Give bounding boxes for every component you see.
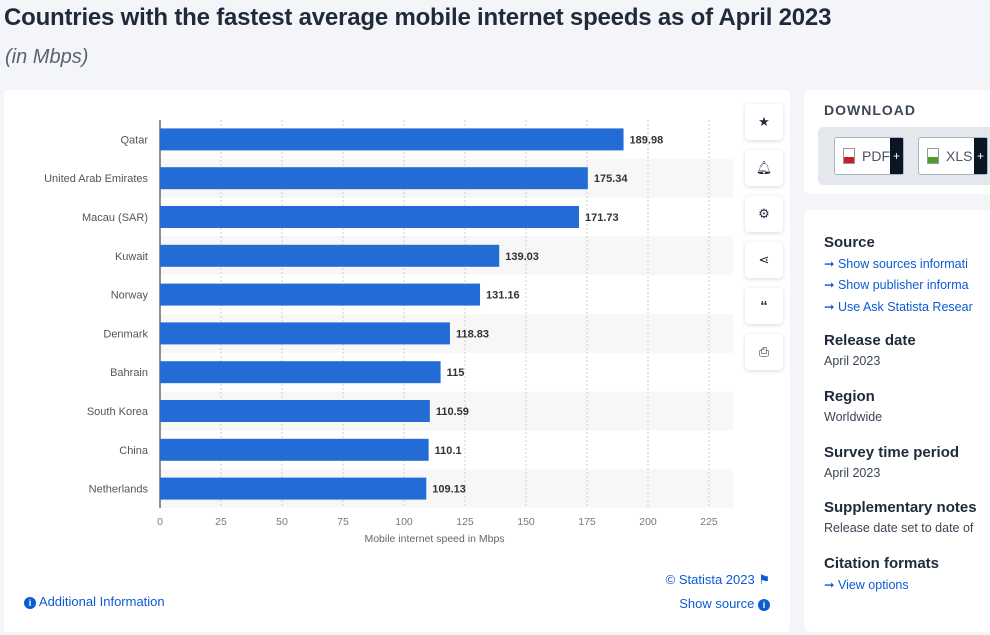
download-pdf-button[interactable]: PDF + [834,137,904,175]
release-date-value: April 2023 [824,354,881,368]
category-label: United Arab Emirates [44,173,148,185]
view-options-link[interactable]: ➞ View options [824,578,909,592]
x-tick-label: 50 [276,516,288,528]
x-tick-label: 125 [456,516,474,528]
x-axis-title: Mobile internet speed in Mbps [364,533,504,545]
download-xls-button[interactable]: XLS + [918,137,988,175]
x-tick-label: 200 [639,516,657,528]
x-tick-label: 0 [157,516,163,528]
link-label: Use Ask Statista Resear [837,300,973,314]
ask-statista-link[interactable]: ➞ Use Ask Statista Resear [824,300,973,314]
link-label: Show publisher informa [837,278,969,292]
x-tick-label: 25 [215,516,227,528]
flag-icon: ⚑ [758,572,770,587]
xls-label: XLS [946,148,973,164]
bar [160,477,427,500]
bar-chart: 0 25 50 75 100 125 150 175 200 225 Qatar 189.98 Unit… [44,120,733,545]
notification-button[interactable]: 🔔︎ [745,150,783,186]
print-icon: ⎙ [758,344,770,359]
category-label: China [119,445,149,457]
pdf-file-icon [843,148,855,164]
copyright-text: © Statista 2023 [665,572,755,587]
show-publisher-link[interactable]: ➞ Show publisher informa [824,278,969,292]
data-label: 110.59 [436,406,469,418]
download-title: DOWNLOAD [824,102,916,118]
data-label: 189.98 [630,134,664,146]
bar [160,283,481,306]
cite-button[interactable]: “ [745,288,783,324]
page-title: Countries with the fastest average mobil… [4,4,832,31]
bar [160,438,429,461]
citation-formats-heading: Citation formats [824,555,940,572]
bar [160,244,500,267]
bell-icon: 🔔︎ [755,160,773,175]
supplementary-notes-value: Release date set to date of [824,521,974,535]
share-icon: ⋖ [758,252,770,267]
x-tick-label: 175 [578,516,596,528]
plus-icon: + [890,138,903,174]
show-sources-link[interactable]: ➞ Show sources informati [824,257,968,271]
plus-icon: + [974,138,987,174]
release-date-heading: Release date [824,332,916,349]
download-buttons: PDF + XLS + [818,127,990,185]
x-tick-label: 150 [517,516,535,528]
category-label: Netherlands [89,484,149,496]
show-source-label: Show source [679,596,755,611]
star-icon: ★ [758,114,770,129]
category-label: Bahrain [110,367,148,379]
region-value: Worldwide [824,410,883,424]
category-label: South Korea [87,406,149,418]
link-label: Show sources informati [837,257,968,271]
data-label: 175.34 [594,173,629,185]
page-subtitle: (in Mbps) [5,46,89,68]
x-tick-label: 225 [700,516,718,528]
category-label: Denmark [103,328,148,340]
xls-file-icon [927,148,939,164]
category-label: Qatar [120,134,148,146]
favorite-button[interactable]: ★ [745,104,783,140]
share-button[interactable]: ⋖ [745,242,783,278]
bar [160,400,430,422]
statista-copyright-link[interactable]: © Statista 2023 ⚑ [666,572,770,588]
source-heading: Source [824,234,875,251]
quote-icon: “ [760,297,768,315]
category-label: Norway [111,290,149,302]
category-label: Kuwait [115,251,148,263]
region-heading: Region [824,388,875,405]
gear-icon: ⚙ [758,206,770,221]
bar [160,206,580,228]
x-tick-label: 75 [337,516,349,528]
statistic-details-panel: Source ➞ Show sources informati ➞ Show p… [804,210,990,632]
survey-period-heading: Survey time period [824,444,960,461]
bar [160,167,588,190]
bar [160,361,441,384]
print-button[interactable]: ⎙ [745,334,783,370]
settings-button[interactable]: ⚙ [745,196,783,232]
data-label: 171.73 [585,212,619,224]
supplementary-notes-heading: Supplementary notes [824,499,977,516]
bar [160,128,624,151]
download-panel: DOWNLOAD PDF + XLS + [804,90,990,194]
pdf-label: PDF [862,148,890,164]
info-icon: i [758,598,770,611]
data-label: 139.03 [505,251,539,263]
category-label: Macau (SAR) [82,212,148,224]
data-label: 131.16 [486,290,520,302]
data-label: 109.13 [432,484,466,496]
data-label: 110.1 [435,445,462,457]
data-label: 118.83 [456,328,489,340]
additional-information-label: Additional Information [38,594,165,609]
data-label: 115 [447,367,465,379]
survey-period-value: April 2023 [824,466,881,480]
show-source-link[interactable]: Show source i [679,596,770,611]
link-label: View options [837,578,909,592]
x-tick-label: 100 [395,516,413,528]
bar [160,322,450,345]
info-icon: i [24,596,36,609]
chart-card: 0 25 50 75 100 125 150 175 200 225 Qatar 189.98 Unit… [4,90,790,632]
additional-information-link[interactable]: i Additional Information [24,594,165,609]
